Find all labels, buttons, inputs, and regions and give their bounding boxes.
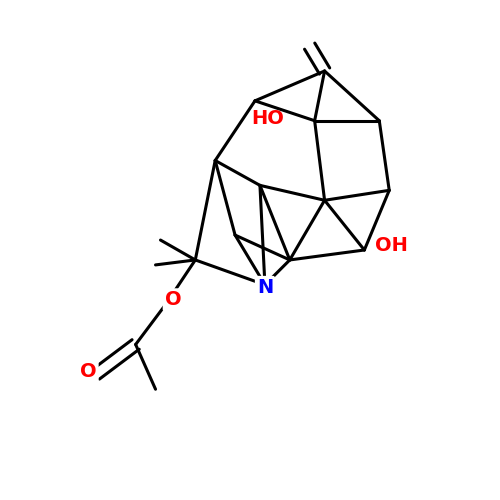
Text: O: O bbox=[80, 362, 96, 382]
Text: O: O bbox=[164, 290, 181, 309]
Text: N: N bbox=[257, 278, 273, 297]
Text: OH: OH bbox=[376, 236, 408, 255]
Text: HO: HO bbox=[251, 108, 284, 128]
